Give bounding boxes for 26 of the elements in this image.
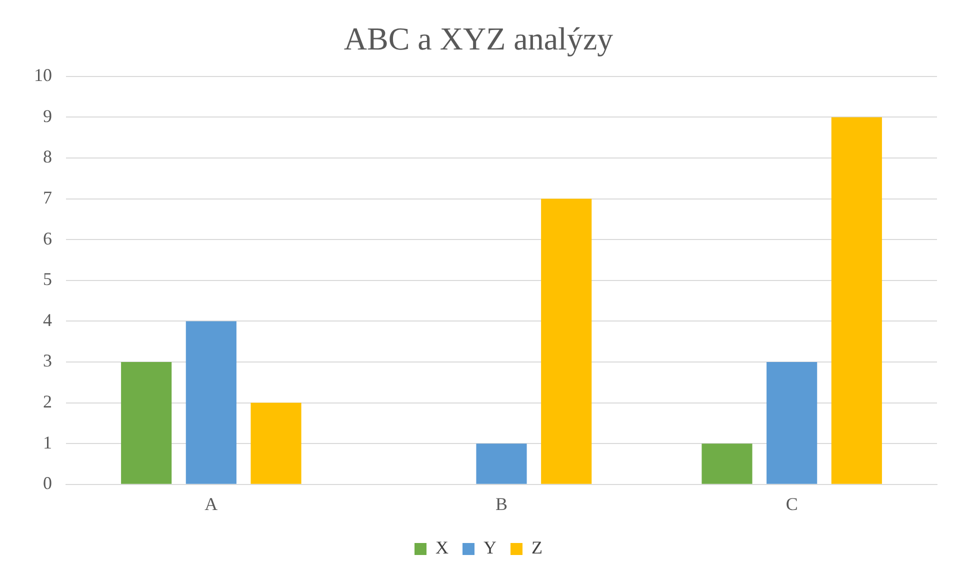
bar [766,362,818,484]
bar [541,198,592,484]
legend-label: Z [532,538,542,558]
bar [250,402,302,484]
y-tick-label: 9 [43,106,52,126]
x-tick-label: B [495,494,508,514]
chart-title: ABC a XYZ analýzy [344,20,614,57]
y-tick-label: 0 [43,473,52,494]
y-tick-label: 7 [43,188,52,208]
y-tick-label: 3 [43,350,52,371]
bar [702,444,752,484]
y-tick-label: 4 [43,310,52,330]
y-tick-label: 8 [43,146,52,167]
x-tick-label: A [204,494,218,514]
legend-label: X [436,538,449,558]
y-tick-label: 6 [43,228,52,248]
bar [831,117,882,484]
bar [186,321,236,484]
y-tick-label: 10 [34,65,52,86]
legend-label: Y [484,538,496,558]
bar [476,444,527,484]
y-tick-label: 5 [43,269,52,290]
y-tick-label: 2 [43,392,52,412]
bar [121,362,172,484]
x-tick-label: C [786,494,798,514]
y-tick-label: 1 [43,432,52,452]
